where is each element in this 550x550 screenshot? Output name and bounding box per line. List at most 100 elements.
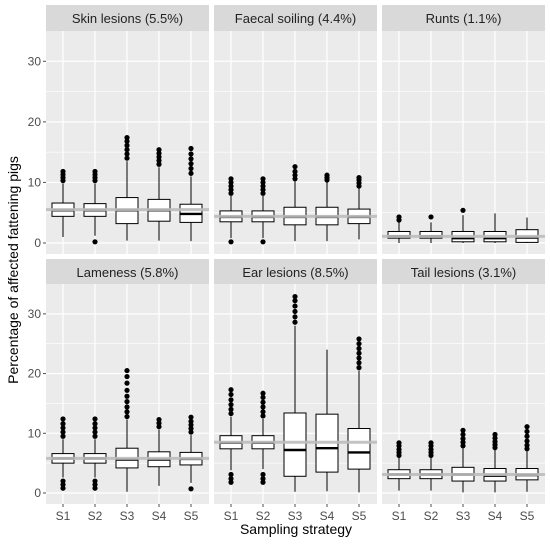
outlier-point (260, 409, 266, 415)
outlier-point (228, 179, 234, 186)
outlier-point (156, 158, 162, 164)
outlier-point (188, 414, 194, 420)
outlier-point (60, 425, 66, 431)
outlier-point (228, 471, 234, 478)
outlier-point (356, 365, 362, 371)
outlier-point (228, 406, 234, 412)
outlier-point (228, 391, 234, 398)
outlier-point (356, 341, 362, 347)
y-tick-label: 0 (34, 486, 41, 500)
outlier-point (92, 482, 98, 488)
box-s3 (283, 293, 307, 492)
outlier-point (188, 161, 194, 167)
outlier-point (356, 336, 362, 342)
outlier-point (396, 440, 402, 446)
outlier-point (60, 485, 66, 491)
outlier-point (260, 390, 266, 396)
outlier-point (292, 293, 298, 300)
facet-strip (382, 5, 545, 31)
x-tick-label: S3 (288, 509, 303, 523)
outlier-point (124, 380, 130, 386)
outlier-point (92, 239, 98, 245)
x-axis-title: Sampling strategy (240, 521, 352, 537)
outlier-point (92, 478, 98, 484)
outlier-point (124, 367, 130, 374)
outlier-point (260, 399, 266, 405)
outlier-point (260, 176, 266, 182)
outlier-point (292, 176, 298, 182)
outlier-point (260, 179, 266, 186)
outlier-point (228, 479, 234, 485)
y-tick-label: 10 (28, 426, 42, 440)
outlier-point (124, 413, 130, 420)
outlier-point (396, 214, 402, 220)
facets-layer: Skin lesions (5.5%) Faecal soiling (4.4%)… (46, 5, 545, 504)
y-tick-label: 30 (28, 54, 42, 68)
x-tick-label: S4 (320, 509, 335, 523)
outlier-point (292, 164, 298, 170)
outlier-point (92, 416, 98, 422)
outlier-point (292, 314, 298, 320)
outlier-point (260, 183, 266, 189)
outlier-point (356, 345, 362, 352)
outlier-point (156, 154, 162, 160)
outlier-point (188, 165, 194, 172)
outlier-point (60, 482, 66, 488)
outlier-point (428, 214, 434, 220)
x-tick-label: S5 (352, 509, 367, 523)
outlier-point (524, 438, 530, 444)
outlier-point (92, 425, 98, 431)
facet-panel: Skin lesions (5.5%) (46, 5, 209, 254)
outlier-point (156, 147, 162, 153)
outlier-point (524, 446, 530, 452)
facet-strip (214, 5, 377, 31)
outlier-point (428, 440, 434, 446)
facet-title: Skin lesions (5.5%) (72, 11, 183, 26)
box-s5 (347, 336, 371, 493)
x-tick-label: S4 (152, 509, 167, 523)
outlier-point (188, 418, 194, 424)
outlier-point (124, 387, 130, 393)
y-tick-label: 0 (34, 236, 41, 250)
box-iqr (283, 412, 307, 477)
box-iqr (347, 428, 371, 470)
outlier-point (156, 424, 162, 430)
outlier-point (524, 424, 530, 430)
outlier-point (60, 429, 66, 435)
outlier-point (124, 138, 130, 144)
y-axis-title: Percentage of affected fattening pigs (5, 156, 21, 384)
facet-strip (382, 259, 545, 285)
facet-panel: Ear lesions (8.5%) (214, 259, 377, 504)
x-tick-label: S5 (184, 509, 199, 523)
outlier-point (460, 436, 466, 442)
outlier-point (124, 409, 130, 415)
outlier-point (292, 172, 298, 178)
outlier-point (156, 416, 162, 423)
outlier-point (228, 402, 234, 408)
x-tick-label: S1 (56, 509, 71, 523)
outlier-point (228, 397, 234, 403)
outlier-point (260, 479, 266, 485)
outlier-point (124, 399, 130, 405)
box-iqr (387, 230, 411, 239)
outlier-point (492, 439, 498, 445)
outlier-point (260, 404, 266, 410)
outlier-point (260, 394, 266, 401)
outlier-point (228, 410, 234, 417)
outlier-point (292, 168, 298, 175)
outlier-point (228, 387, 234, 393)
facet-title: Runts (1.1%) (426, 11, 502, 26)
y-tick-label: 20 (28, 115, 42, 129)
outlier-point (124, 404, 130, 410)
outlier-point (260, 476, 266, 482)
outlier-point (492, 431, 498, 438)
facet-title: Faecal soiling (4.4%) (235, 11, 356, 26)
x-tick-label: S5 (520, 509, 535, 523)
x-tick-label: S3 (456, 509, 471, 523)
outlier-point (124, 155, 130, 161)
outlier-point (260, 413, 266, 419)
outlier-point (324, 172, 330, 178)
outlier-point (356, 350, 362, 356)
outlier-point (188, 170, 194, 176)
outlier-point (228, 476, 234, 482)
